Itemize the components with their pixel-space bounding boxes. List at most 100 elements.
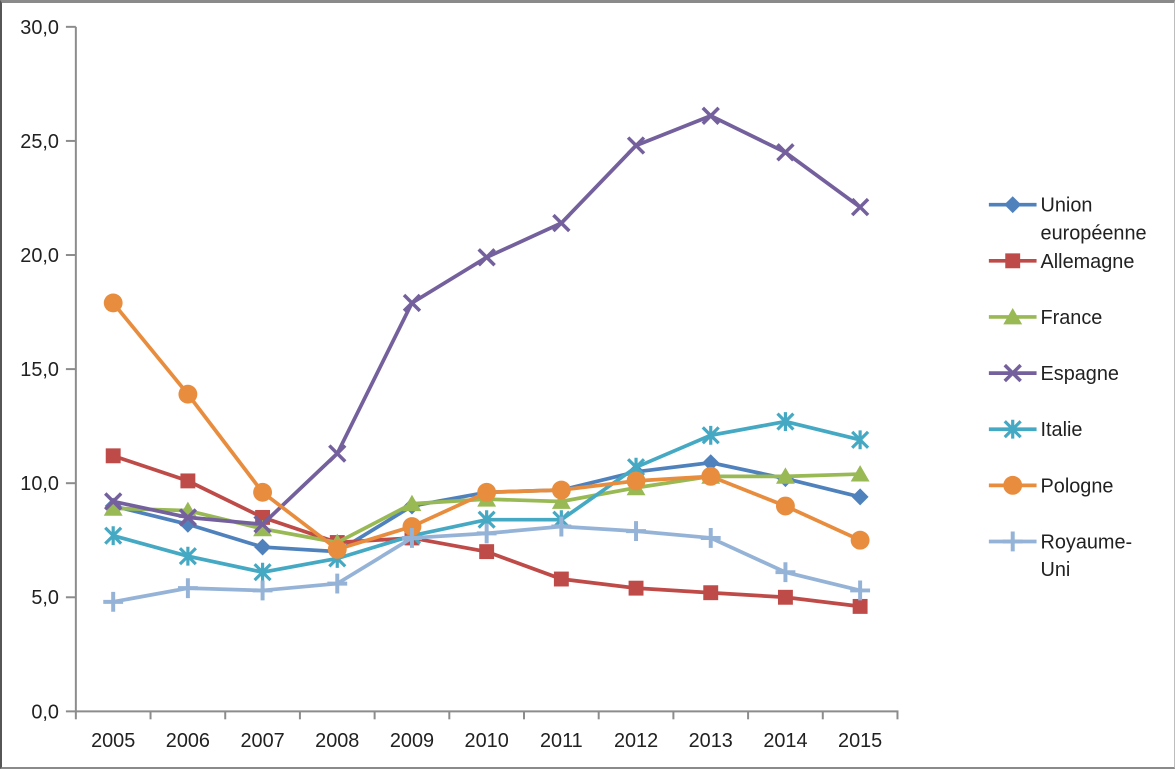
asterisk-marker [1003, 419, 1022, 439]
square-marker [628, 580, 644, 596]
asterisk-marker [701, 425, 720, 445]
square-marker [180, 473, 196, 489]
x-tick-label: 2007 [240, 730, 284, 752]
asterisk-marker [851, 430, 870, 450]
x-tick-label: 2015 [838, 730, 882, 752]
circle-marker [103, 293, 123, 313]
asterisk-marker [104, 526, 123, 546]
circle-marker [178, 384, 198, 404]
x-marker [1003, 363, 1022, 383]
asterisk-marker [178, 546, 197, 566]
legend-label: France [1041, 307, 1103, 329]
square-marker [105, 448, 121, 464]
legend-label: Allemagne [1041, 251, 1135, 273]
circle-marker [775, 496, 795, 516]
plus-marker [700, 528, 721, 548]
legend-label: Espagne [1041, 363, 1119, 385]
x-marker [104, 492, 123, 511]
plus-marker [775, 562, 796, 583]
triangle-marker [402, 494, 422, 512]
circle-marker [551, 480, 571, 500]
y-tick-label: 20,0 [20, 245, 59, 267]
legend-label: Royaume- [1041, 531, 1133, 553]
x-marker [776, 143, 795, 162]
x-marker [850, 197, 870, 217]
y-tick-label: 25,0 [20, 131, 59, 153]
plus-marker [103, 591, 124, 612]
plus-marker [327, 573, 348, 594]
square-marker [553, 571, 569, 587]
circle-marker [850, 530, 870, 550]
circle-marker [626, 471, 646, 491]
legend-item-pologne: Pologne [988, 475, 1114, 497]
triangle-marker [551, 492, 571, 509]
plus-marker [252, 580, 273, 601]
x-tick-label: 2006 [166, 730, 210, 752]
legend: Union européenne Allemagne France Espagne Ita… [988, 195, 1147, 581]
circle-marker [477, 482, 497, 502]
line-chart: 0,0 5,0 10,0 15,0 20,0 25,0 30,0 2005 2006 2007 20… [20, 17, 1147, 752]
x-marker [477, 248, 496, 267]
legend-label: européenne [1041, 222, 1147, 244]
x-tick-label: 2010 [465, 730, 509, 752]
circle-marker [701, 466, 721, 486]
triangle-marker [1003, 308, 1023, 325]
plus-marker [476, 523, 497, 544]
triangle-marker [850, 465, 870, 482]
legend-label: Pologne [1041, 475, 1114, 497]
legend-label: Uni [1041, 559, 1071, 581]
y-tick-label: 10,0 [20, 473, 59, 495]
y-tick-label: 30,0 [20, 17, 59, 39]
x-marker [402, 293, 422, 313]
circle-marker [327, 539, 347, 559]
plus-marker [402, 528, 422, 548]
legend-label: Union [1041, 195, 1093, 217]
x-tick-label: 2005 [91, 730, 135, 752]
legend-label: Italie [1041, 419, 1083, 441]
asterisk-marker [253, 562, 272, 582]
circle-marker [253, 482, 273, 502]
legend-item-espagne: Espagne [988, 363, 1119, 385]
legend-item-royaume-uni: Royaume- Uni [988, 531, 1133, 581]
x-tick-label: 2012 [614, 730, 658, 752]
y-tick-label: 0,0 [31, 701, 59, 723]
plus-marker [626, 521, 646, 542]
triangle-marker [253, 519, 273, 537]
asterisk-marker [776, 412, 795, 432]
legend-item-allemagne: Allemagne [988, 251, 1135, 273]
series-pologne [103, 293, 870, 559]
plus-marker [1002, 531, 1023, 552]
circle-marker [402, 517, 422, 536]
square-marker [1005, 253, 1021, 269]
plus-marker [551, 516, 572, 537]
x-tick-label: 2008 [315, 730, 359, 752]
x-marker [626, 136, 646, 155]
x-tick-label: 2011 [540, 730, 583, 752]
x-marker [253, 515, 272, 534]
x-tick-label: 2014 [763, 730, 807, 752]
series-italie [104, 412, 870, 582]
diamond-marker [851, 488, 869, 506]
y-tick-label: 5,0 [31, 587, 59, 609]
triangle-marker [103, 499, 123, 516]
square-marker [703, 585, 719, 601]
square-marker [479, 544, 495, 560]
x-marker [178, 508, 198, 527]
x-marker [552, 213, 571, 233]
square-marker [777, 589, 793, 605]
diamond-marker [254, 538, 272, 556]
circle-marker [1003, 475, 1023, 495]
legend-item-france: France [988, 307, 1103, 329]
square-marker [852, 598, 868, 614]
legend-item-italie: Italie [988, 419, 1083, 441]
legend-item-union-europeenne: Union européenne [988, 195, 1147, 244]
x-tick-label: 2013 [689, 730, 733, 752]
series-line-espagne [112, 113, 862, 527]
plus-marker [177, 578, 198, 599]
series-royaume-uni [103, 516, 871, 612]
triangle-marker [775, 467, 795, 484]
series-espagne [104, 106, 870, 534]
x-marker [328, 444, 347, 463]
x-marker [701, 106, 720, 126]
